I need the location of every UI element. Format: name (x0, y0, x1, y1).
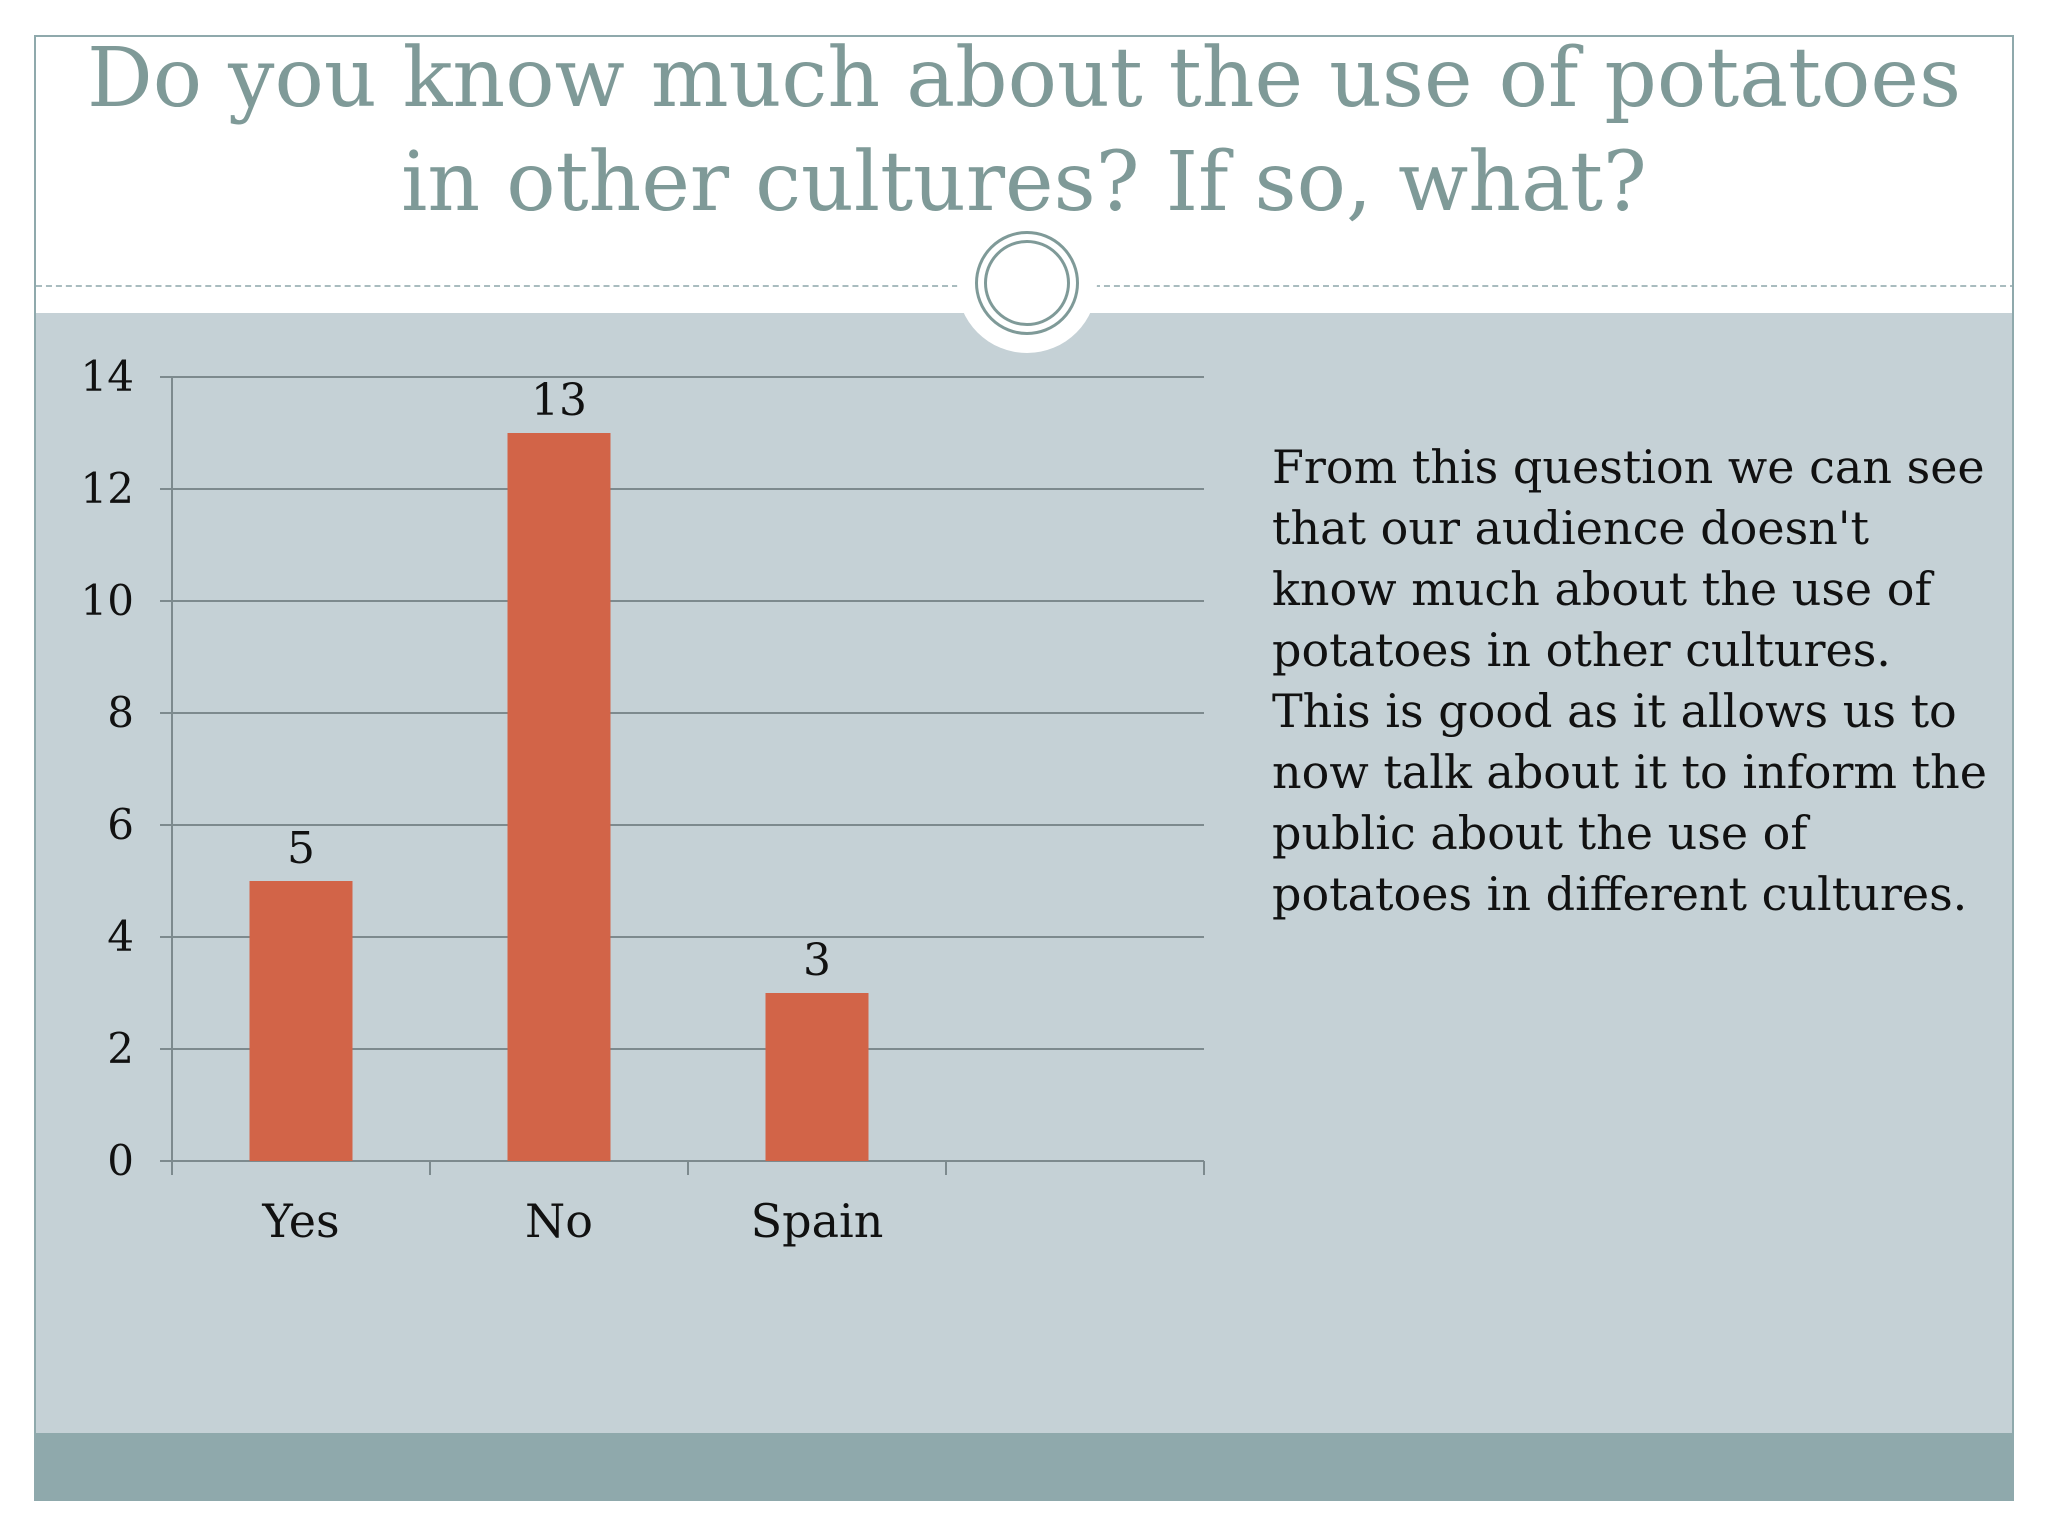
y-tick-label: 0 (107, 1136, 134, 1185)
x-category-label: Spain (751, 1194, 884, 1248)
chart-description: From this question we can see that our a… (1272, 440, 1987, 921)
bar (507, 433, 611, 1161)
divider-circle-ornament (957, 213, 1097, 353)
y-tick-label: 12 (81, 464, 134, 513)
x-category-label: Yes (261, 1194, 339, 1248)
bar-data-label: 3 (803, 935, 831, 986)
title-divider-right (1094, 285, 2012, 287)
bar (765, 993, 869, 1161)
bar-data-label: 5 (287, 823, 315, 874)
y-tick-label: 10 (81, 576, 134, 625)
y-tick-label: 8 (107, 688, 134, 737)
title-divider-left (36, 285, 958, 287)
divider-circle-ring (975, 231, 1079, 335)
y-tick-label: 6 (107, 800, 134, 849)
bar-chart: 0 2 4 6 8 10 12 14 5 Yes 13 No 3 Spain (81, 352, 1205, 1248)
divider-circle-inner (984, 240, 1070, 326)
y-tick-label: 14 (81, 352, 134, 401)
y-tick-label: 2 (107, 1024, 134, 1073)
x-category-label: No (525, 1194, 593, 1248)
slide: Do you know much about the use of potato… (34, 35, 2014, 1501)
content-band (36, 313, 2012, 1463)
bar (249, 881, 353, 1161)
slide-title: Do you know much about the use of potato… (86, 35, 1962, 230)
bar-data-label: 13 (531, 375, 587, 426)
y-tick-label: 4 (107, 912, 134, 961)
footer-band (36, 1433, 2012, 1499)
